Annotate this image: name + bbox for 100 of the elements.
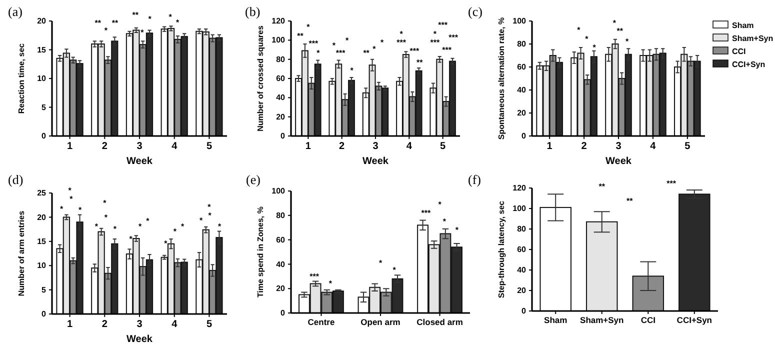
annotation: * — [306, 22, 311, 32]
x-tick-label: 2 — [581, 141, 588, 152]
annotation: * — [70, 194, 74, 204]
y-tick-label: 0 — [280, 132, 286, 141]
annotation: ** — [140, 14, 152, 37]
y-tick-label: 80 — [517, 40, 527, 49]
annotation: *** — [336, 48, 346, 58]
annotation: * — [104, 26, 108, 36]
x-axis-title: Week — [126, 156, 153, 167]
y-tick-label: 20 — [37, 212, 47, 222]
y-axis-title: Number of arm entries — [17, 210, 26, 296]
chart-title: (a) — [8, 4, 22, 19]
x-tick-label: 3 — [136, 141, 143, 152]
annotation: * — [218, 222, 222, 231]
y-tick-label: 100 — [272, 36, 286, 45]
annotation: ** — [94, 18, 102, 28]
bar — [632, 276, 664, 312]
y-tick-label: 10 — [37, 261, 47, 270]
annotation: *** — [421, 208, 432, 218]
y-tick-label: 0 — [522, 306, 527, 316]
x-tick-label: 2 — [339, 141, 346, 152]
legend-label: Sham — [732, 21, 754, 30]
y-axis-title: Reaction time, sec — [17, 42, 26, 114]
y-tick-label: 20 — [276, 112, 286, 122]
y-tick-label: 100 — [512, 204, 527, 214]
y-tick-label: 20 — [37, 16, 47, 26]
annotation: * — [113, 224, 118, 234]
x-tick-label: 5 — [440, 141, 446, 152]
y-tick-label: 40 — [276, 260, 286, 269]
y-tick-label: 0 — [42, 132, 47, 141]
annotation: * — [442, 216, 447, 226]
annotation: ** — [416, 58, 424, 68]
y-tick-label: 40 — [276, 93, 286, 102]
x-tick-label: 1 — [546, 141, 553, 152]
annotation: *** — [310, 272, 320, 281]
annotation: * — [164, 239, 168, 248]
legend-label: CCI — [732, 47, 746, 56]
y-tick-label: 80 — [517, 224, 527, 234]
x-tick-label: 5 — [684, 141, 691, 152]
text: ** — [132, 10, 139, 20]
x-tick-label: 4 — [172, 319, 178, 330]
y-tick-label: 10 — [37, 74, 47, 84]
annotation: ** — [297, 31, 304, 40]
x-tick-label: 2 — [102, 319, 108, 330]
y-tick-label: 80 — [276, 54, 286, 64]
x-tick-label: 2 — [102, 141, 108, 152]
annotation: * — [129, 234, 134, 244]
annotation: * — [173, 227, 178, 236]
x-tick-label: 4 — [406, 141, 412, 152]
x-tick-label: 4 — [650, 141, 656, 152]
annotation: * — [200, 216, 204, 226]
x-tick-label: CCI+Syn — [676, 315, 712, 326]
annotation: * — [626, 37, 630, 46]
y-tick-label: 120 — [512, 184, 527, 193]
y-tick-label: 15 — [37, 236, 47, 246]
x-tick-label: Centre — [308, 317, 335, 328]
y-tick-label: 0 — [280, 308, 286, 318]
annotation: * — [138, 222, 142, 231]
y-tick-label: 15 — [37, 45, 47, 54]
y-tick-label: 60 — [276, 235, 286, 244]
y-tick-label: 5 — [42, 102, 47, 112]
annotation: * — [350, 66, 354, 75]
chart-title: (b) — [245, 4, 260, 19]
annotation: * — [585, 34, 590, 44]
x-tick-label: CCI — [640, 315, 656, 326]
y-tick-label: 25 — [37, 188, 47, 198]
annotation: *** — [438, 20, 448, 30]
y-tick-label: 20 — [517, 286, 527, 296]
y-tick-label: 0 — [42, 310, 47, 319]
x-tick-label: Sham — [544, 315, 568, 326]
x-tick-label: 1 — [305, 141, 312, 152]
legend-label: Sham+Syn — [732, 34, 774, 43]
y-tick-label: 20 — [517, 108, 527, 118]
y-tick-label: 120 — [272, 16, 286, 26]
annotation: *** — [410, 46, 420, 56]
x-tick-label: Sham+Syn — [580, 315, 624, 326]
annotation: * — [433, 29, 438, 38]
annotation: * — [392, 266, 397, 275]
x-tick-label: 1 — [67, 319, 73, 330]
x-tick-label: Open arm — [360, 317, 401, 328]
annotation: * — [168, 12, 173, 22]
annotation: * — [316, 48, 321, 58]
annotation: * — [592, 42, 597, 52]
annotation: *** — [396, 38, 407, 47]
y-tick-label: 100 — [512, 16, 527, 26]
annotation: * — [146, 216, 150, 226]
y-axis-title: Spontaneous alternation rate, % — [497, 17, 506, 140]
annotation: * — [328, 279, 333, 288]
x-axis-title: Week — [126, 334, 153, 345]
x-tick-label: 4 — [172, 141, 178, 152]
annotation: *** — [430, 38, 441, 47]
annotation: ** — [616, 26, 624, 36]
x-tick-label: 3 — [372, 141, 379, 152]
y-tick-label: 0 — [522, 132, 527, 141]
annotation: * — [60, 204, 64, 214]
chart-title: (c) — [468, 4, 482, 19]
annotation: ** — [626, 196, 634, 206]
chart-title: (f) — [468, 172, 481, 187]
y-tick-label: 60 — [517, 62, 527, 72]
annotation: * — [78, 205, 83, 214]
